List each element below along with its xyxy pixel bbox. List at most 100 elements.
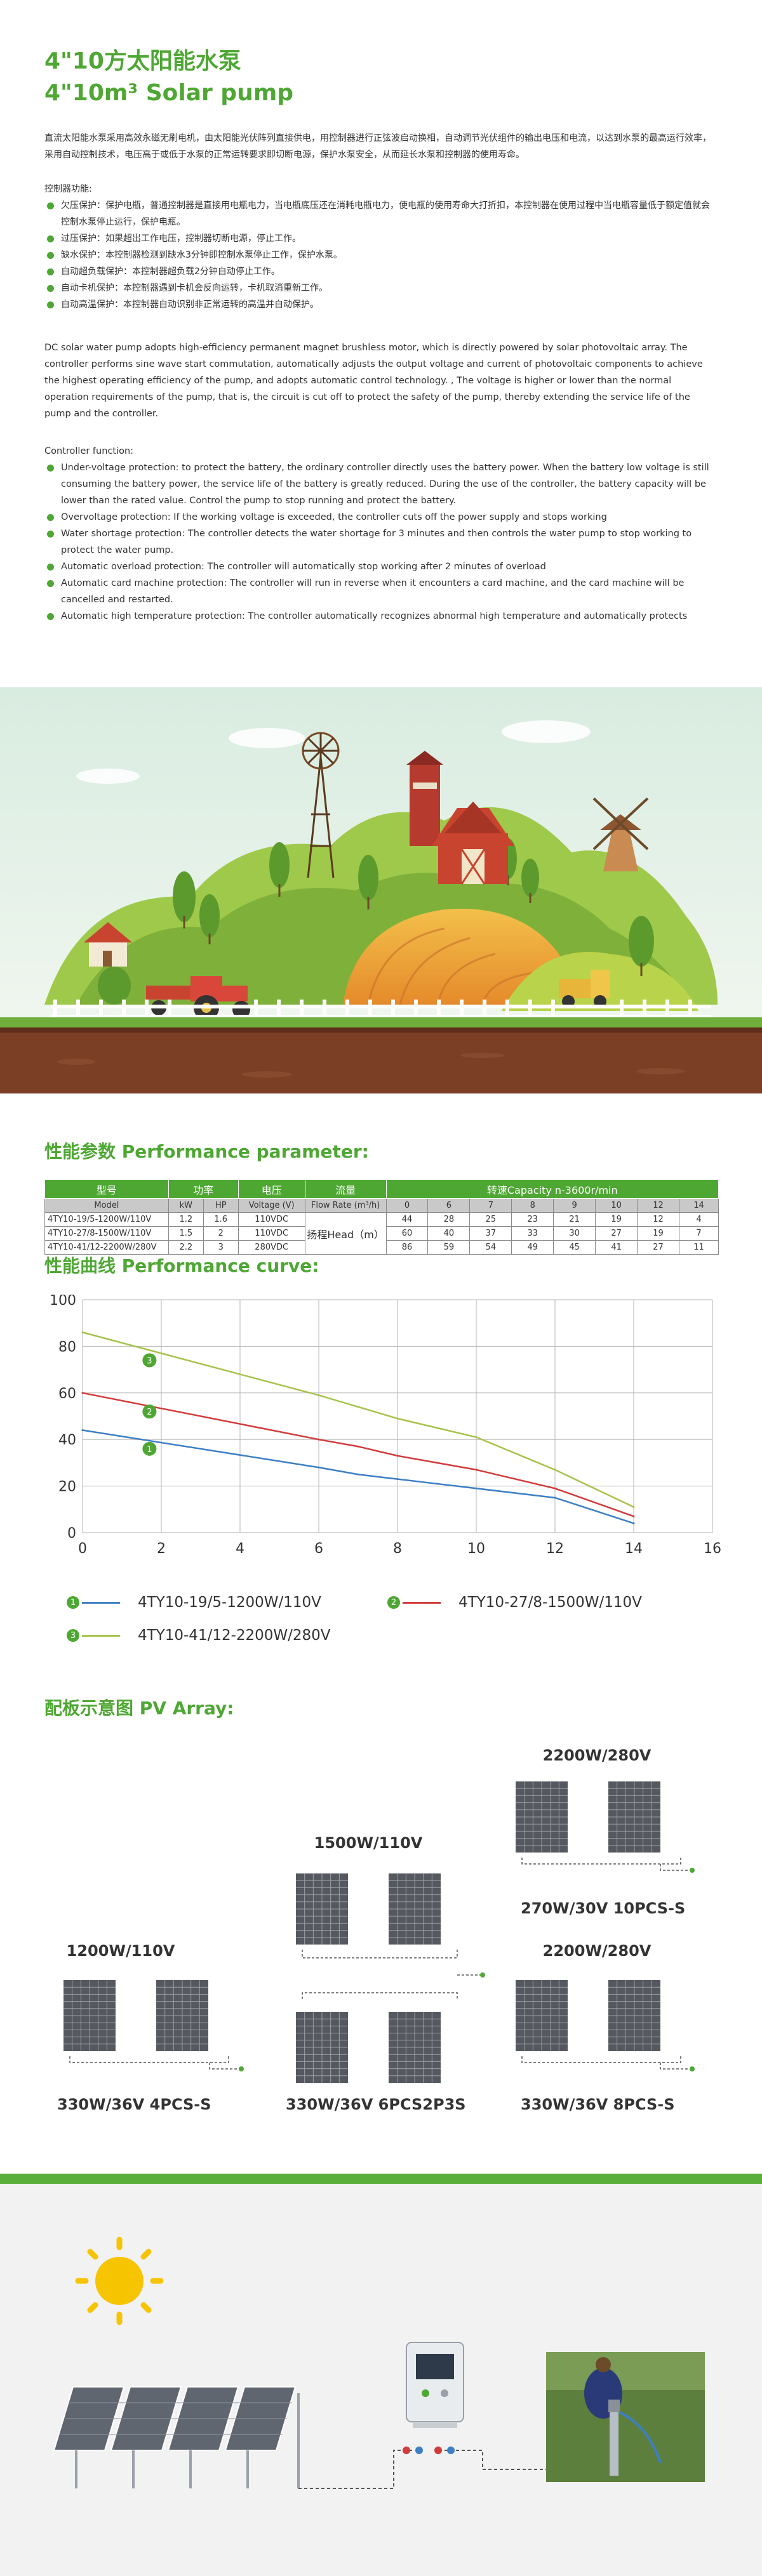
- legend-label: 4TY10-27/8-1500W/110V: [458, 1594, 642, 1611]
- series-line-3: [82, 1331, 634, 1508]
- cell-kw: 2.2: [168, 1240, 204, 1255]
- functions-en-title: Controller function:: [44, 446, 134, 456]
- title-en: 4"10m³ Solar pump: [44, 80, 293, 106]
- solar-panel-icon: [389, 1873, 441, 1945]
- list-item: Under-voltage protection: to protect the…: [44, 459, 718, 509]
- data-point: [357, 1445, 359, 1448]
- cell-value: 33: [511, 1226, 554, 1241]
- y-tick-label: 100: [50, 1295, 76, 1309]
- cell-hp: 3: [203, 1240, 239, 1255]
- cell-value: 86: [385, 1240, 429, 1255]
- cell-value: 59: [427, 1240, 471, 1255]
- th-flow-value: 8: [511, 1198, 554, 1213]
- farm-illustration: [0, 687, 762, 1093]
- th-flow-rate: Flow Rate (m³/h): [304, 1198, 387, 1213]
- data-point: [318, 1394, 320, 1396]
- bullet-icon: [47, 268, 54, 275]
- cell-value: 60: [385, 1226, 429, 1241]
- cell-value: 4: [678, 1212, 719, 1227]
- pv-panels-label: 330W/36V 4PCS-S: [57, 2096, 211, 2113]
- pv-panels-label: 330W/36V 8PCS-S: [521, 2096, 675, 2113]
- pv-array-title: 配板示意图 PV Array:: [44, 1698, 234, 1719]
- y-tick-label: 80: [58, 1339, 76, 1355]
- solar-panel-icon: [516, 1980, 568, 2051]
- cell-value: 11: [678, 1240, 719, 1255]
- wire: [660, 2063, 692, 2070]
- cell-model: 4TY10-19/5-1200W/110V: [44, 1212, 169, 1227]
- legend-label: 4TY10-41/12-2200W/280V: [138, 1627, 331, 1644]
- th-flow-value: 6: [427, 1198, 471, 1213]
- bullet-icon: [47, 514, 54, 521]
- cell-value: 21: [553, 1212, 596, 1227]
- data-point: [357, 1473, 359, 1476]
- terminal-icon: [690, 1868, 695, 1873]
- data-point: [357, 1406, 359, 1408]
- pv-power-label: 2200W/280V: [542, 1942, 652, 1960]
- x-tick-label: 0: [78, 1541, 87, 1557]
- table-row: 4TY10-41/12-2200W/280V 2.2 3 280VDC 86 5…: [44, 1240, 719, 1255]
- series-marker-3-icon: [142, 1353, 157, 1368]
- cell-value: 19: [637, 1226, 679, 1241]
- fence: [51, 1005, 711, 1019]
- wire: [209, 2063, 241, 2070]
- cell-model: 4TY10-41/12-2200W/280V: [44, 1240, 169, 1255]
- solar-panel-icon: [64, 1980, 116, 2051]
- series-marker-1-icon: [142, 1441, 157, 1456]
- data-point: [554, 1487, 556, 1489]
- bullet-icon: [47, 564, 54, 571]
- data-point: [436, 1462, 438, 1464]
- list-item: 欠压保护：保护电瓶，普通控制器是直接用电瓶电力，当电瓶底压还在消耗电瓶电力，使电…: [44, 197, 718, 230]
- list-item: 过压保护：如果超出工作电压，控制器切断电源，停止工作。: [44, 230, 718, 247]
- legend-item: 1 4TY10-19/5-1200W/110V: [67, 1593, 321, 1612]
- section-divider: [0, 2174, 762, 2184]
- y-tick-label: 0: [67, 1526, 76, 1542]
- title-zh: 4"10方太阳能水泵: [44, 48, 241, 74]
- wire: [302, 1992, 458, 1999]
- functions-en-list: Under-voltage protection: to protect the…: [44, 459, 718, 624]
- th-flow-value: 0: [385, 1198, 429, 1213]
- th-flow-value: 9: [553, 1198, 596, 1213]
- data-point: [436, 1483, 438, 1485]
- performance-parameter-title: 性能参数 Performance parameter:: [44, 1141, 369, 1162]
- wire: [660, 1864, 692, 1871]
- data-point: [632, 1506, 635, 1509]
- x-tick-label: 14: [625, 1541, 643, 1557]
- controller-icon: [406, 2342, 464, 2428]
- bullet-icon: [47, 285, 54, 292]
- data-point: [554, 1496, 556, 1499]
- list-item: Water shortage protection: The controlle…: [44, 525, 718, 558]
- cell-model: 4TY10-27/8-1500W/110V: [44, 1226, 169, 1241]
- x-tick-label: 8: [393, 1541, 402, 1557]
- bullet-icon: [47, 202, 54, 209]
- cell-value: 44: [385, 1212, 429, 1227]
- pv-power-label: 1500W/110V: [314, 1834, 423, 1852]
- table-header-row: 型号 功率 电压 流量 转速Capacity n-3600r/min: [44, 1179, 719, 1199]
- solar-panel-icon: [296, 2012, 348, 2083]
- series-marker-label: 2: [147, 1408, 152, 1417]
- data-point: [396, 1455, 399, 1457]
- barn: [406, 751, 514, 885]
- bullet-icon: [47, 301, 54, 308]
- th-model: 型号: [44, 1179, 169, 1199]
- table-subheader-row: Model kW HP Voltage (V) Flow Rate (m³/h)…: [44, 1198, 719, 1213]
- th-flow: 流量: [304, 1179, 387, 1199]
- data-point: [81, 1429, 84, 1432]
- sun-icon: [75, 2236, 164, 2325]
- trees: [98, 838, 654, 1005]
- pv-array-diagram: [64, 1781, 695, 2083]
- cell-voltage: 110VDC: [237, 1226, 305, 1241]
- cell-hp: 2: [203, 1226, 239, 1241]
- intro-zh: 直流太阳能水泵采用高效永磁无刷电机，由太阳能光伏阵列直接供电，用控制器进行正弦波…: [44, 133, 711, 160]
- terminal-icons: [403, 2447, 455, 2454]
- pv-power-label: 1200W/110V: [66, 1942, 175, 1960]
- terminal-icon: [239, 2066, 244, 2071]
- solar-panel-icon: [296, 1873, 348, 1945]
- x-tick-label: 2: [157, 1541, 166, 1557]
- list-item: Automatic high temperature protection: T…: [44, 608, 718, 624]
- legend-item: 2 4TY10-27/8-1500W/110V: [387, 1593, 642, 1612]
- x-tick-label: 12: [546, 1541, 564, 1557]
- th-voltage-en: Voltage (V): [237, 1198, 305, 1213]
- cell-value: 41: [595, 1240, 638, 1255]
- page-title: 4"10方太阳能水泵 4"10m³ Solar pump: [44, 46, 293, 109]
